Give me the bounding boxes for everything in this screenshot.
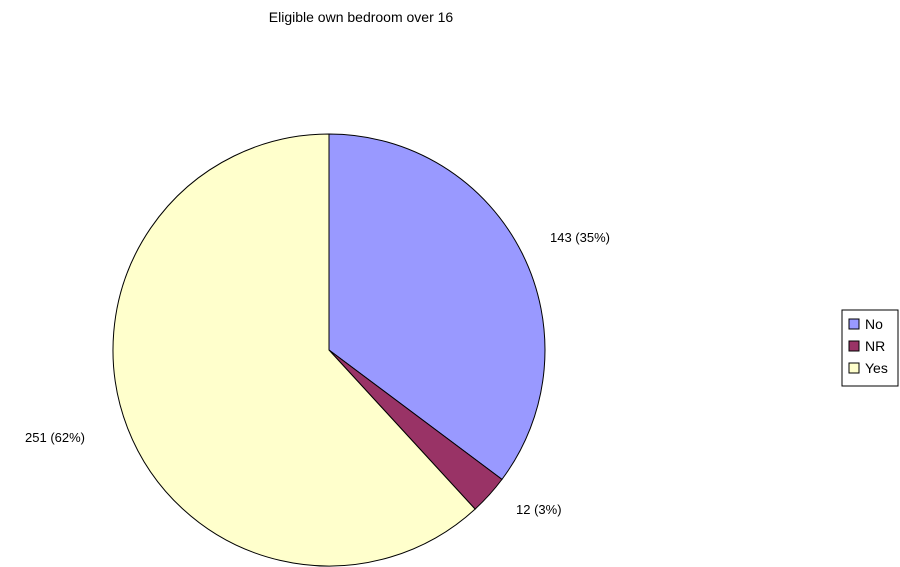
pie-slice-yes xyxy=(112,133,476,567)
slice-label-yes: 251 (62%) xyxy=(25,430,85,445)
slice-label-nr: 12 (3%) xyxy=(516,502,562,517)
pie-slice-no xyxy=(328,133,546,481)
chart-title: Eligible own bedroom over 16 xyxy=(269,9,454,25)
legend-label-yes: Yes xyxy=(865,360,888,376)
pie-slices xyxy=(112,133,546,567)
legend-swatch-yes xyxy=(848,362,860,374)
slice-label-no: 143 (35%) xyxy=(550,230,610,245)
legend-swatch-nr xyxy=(848,340,860,352)
legend-swatch-no xyxy=(848,318,860,330)
legend: No NR Yes xyxy=(841,309,899,387)
legend-label-no: No xyxy=(865,316,883,332)
legend-label-nr: NR xyxy=(865,338,885,354)
slice-labels: 143 (35%) 12 (3%) 251 (62%) xyxy=(25,230,610,517)
